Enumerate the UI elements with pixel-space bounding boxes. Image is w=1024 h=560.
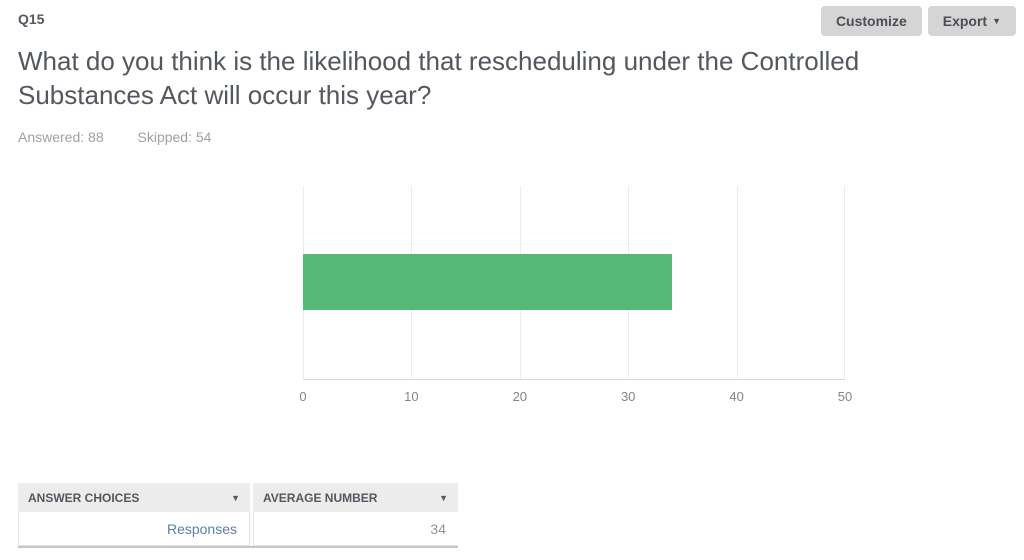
x-axis-tick: 50	[837, 389, 853, 404]
bar-chart	[303, 186, 845, 380]
customize-button[interactable]: Customize	[820, 6, 922, 36]
results-table: ANSWER CHOICES ▼ AVERAGE NUMBER ▼ Respon…	[18, 483, 458, 548]
x-axis-tick: 10	[404, 389, 419, 404]
gridline	[844, 186, 845, 379]
response-stats: Answered: 88 Skipped: 54	[18, 129, 241, 145]
gridline	[736, 186, 738, 379]
export-button[interactable]: Export ▼	[927, 6, 1016, 36]
column-header-answer-choices[interactable]: ANSWER CHOICES ▼	[18, 483, 250, 512]
x-axis-tick: 30	[620, 389, 636, 404]
export-button-label: Export	[942, 13, 988, 29]
question-number: Q15	[18, 11, 45, 27]
response-bar	[303, 254, 672, 310]
column-header-average-number[interactable]: AVERAGE NUMBER ▼	[253, 483, 458, 512]
table-row: Responses 34	[18, 512, 458, 546]
caret-down-icon: ▼	[992, 15, 1001, 26]
answer-cell: Responses	[18, 512, 250, 546]
x-axis: 0 10 20 30 40 50	[299, 389, 852, 405]
responses-link[interactable]: Responses	[166, 520, 237, 537]
table-header-row: ANSWER CHOICES ▼ AVERAGE NUMBER ▼	[18, 483, 458, 512]
x-axis-tick: 0	[299, 389, 307, 404]
column-sort-caret-icon: ▼	[439, 492, 448, 503]
x-axis-tick: 20	[512, 389, 528, 404]
answered-count: Answered: 88	[18, 129, 104, 145]
column-header-label: AVERAGE NUMBER	[263, 490, 378, 505]
question-title: What do you think is the likelihood that…	[18, 46, 860, 110]
skipped-count: Skipped: 54	[137, 129, 212, 145]
toolbar: Customize Export ▼	[820, 6, 1016, 36]
x-axis-tick: 40	[729, 389, 744, 404]
average-cell: 34	[253, 512, 458, 546]
column-header-label: ANSWER CHOICES	[28, 490, 140, 505]
column-sort-caret-icon: ▼	[231, 492, 240, 503]
customize-button-label: Customize	[835, 13, 907, 29]
